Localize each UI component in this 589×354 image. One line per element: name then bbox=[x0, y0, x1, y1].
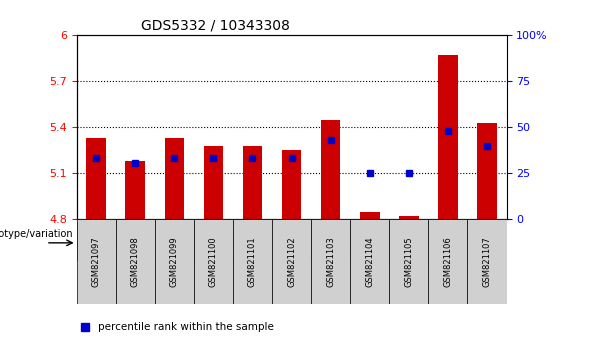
Bar bbox=[164, 138, 184, 219]
Bar bbox=[360, 212, 379, 219]
Text: GSM821099: GSM821099 bbox=[170, 236, 179, 287]
Text: GSM821100: GSM821100 bbox=[209, 236, 218, 287]
FancyBboxPatch shape bbox=[468, 219, 507, 304]
FancyBboxPatch shape bbox=[272, 219, 311, 304]
FancyBboxPatch shape bbox=[194, 222, 311, 260]
FancyBboxPatch shape bbox=[115, 219, 155, 304]
Bar bbox=[428, 35, 468, 219]
Text: GSM821101: GSM821101 bbox=[248, 236, 257, 287]
Text: GSM821106: GSM821106 bbox=[444, 236, 452, 287]
FancyBboxPatch shape bbox=[389, 222, 507, 260]
Bar bbox=[87, 138, 106, 219]
Text: GSM821105: GSM821105 bbox=[404, 236, 413, 287]
Bar bbox=[468, 35, 507, 219]
Text: GDS5332 / 10343308: GDS5332 / 10343308 bbox=[141, 19, 290, 33]
Text: genotype/variation: genotype/variation bbox=[0, 229, 73, 239]
Bar bbox=[243, 146, 262, 219]
FancyBboxPatch shape bbox=[233, 219, 272, 304]
Bar bbox=[321, 120, 340, 219]
Text: GSM821098: GSM821098 bbox=[131, 236, 140, 287]
Bar bbox=[438, 55, 458, 219]
Bar bbox=[399, 216, 419, 219]
FancyBboxPatch shape bbox=[311, 222, 389, 260]
FancyBboxPatch shape bbox=[389, 219, 428, 304]
Text: GSM821097: GSM821097 bbox=[92, 236, 101, 287]
FancyBboxPatch shape bbox=[77, 222, 194, 260]
Text: GSM821107: GSM821107 bbox=[482, 236, 491, 287]
Text: transformed count: transformed count bbox=[98, 291, 196, 301]
Bar bbox=[155, 35, 194, 219]
FancyBboxPatch shape bbox=[428, 219, 468, 304]
Text: GSM821103: GSM821103 bbox=[326, 236, 335, 287]
Bar bbox=[272, 35, 311, 219]
Bar bbox=[77, 35, 115, 219]
Bar bbox=[125, 161, 145, 219]
Bar bbox=[389, 35, 428, 219]
Bar bbox=[204, 146, 223, 219]
Bar bbox=[477, 123, 497, 219]
Bar bbox=[233, 35, 272, 219]
FancyBboxPatch shape bbox=[77, 219, 115, 304]
Text: wild type: wild type bbox=[114, 236, 156, 245]
Bar bbox=[350, 35, 389, 219]
FancyBboxPatch shape bbox=[350, 219, 389, 304]
Text: percentile rank within the sample: percentile rank within the sample bbox=[98, 322, 274, 332]
Text: NEMO/TNFR1 double
knockout: NEMO/TNFR1 double knockout bbox=[401, 231, 495, 250]
Bar bbox=[282, 150, 302, 219]
FancyBboxPatch shape bbox=[194, 219, 233, 304]
FancyBboxPatch shape bbox=[155, 219, 194, 304]
FancyBboxPatch shape bbox=[311, 219, 350, 304]
Bar bbox=[311, 35, 350, 219]
Text: GSM821102: GSM821102 bbox=[287, 236, 296, 287]
Text: NEMO/TRAIL
double knockout: NEMO/TRAIL double knockout bbox=[313, 231, 388, 250]
Bar bbox=[115, 35, 155, 219]
Text: NEMO knockout: NEMO knockout bbox=[217, 236, 288, 245]
Text: GSM821104: GSM821104 bbox=[365, 236, 374, 287]
Bar bbox=[194, 35, 233, 219]
